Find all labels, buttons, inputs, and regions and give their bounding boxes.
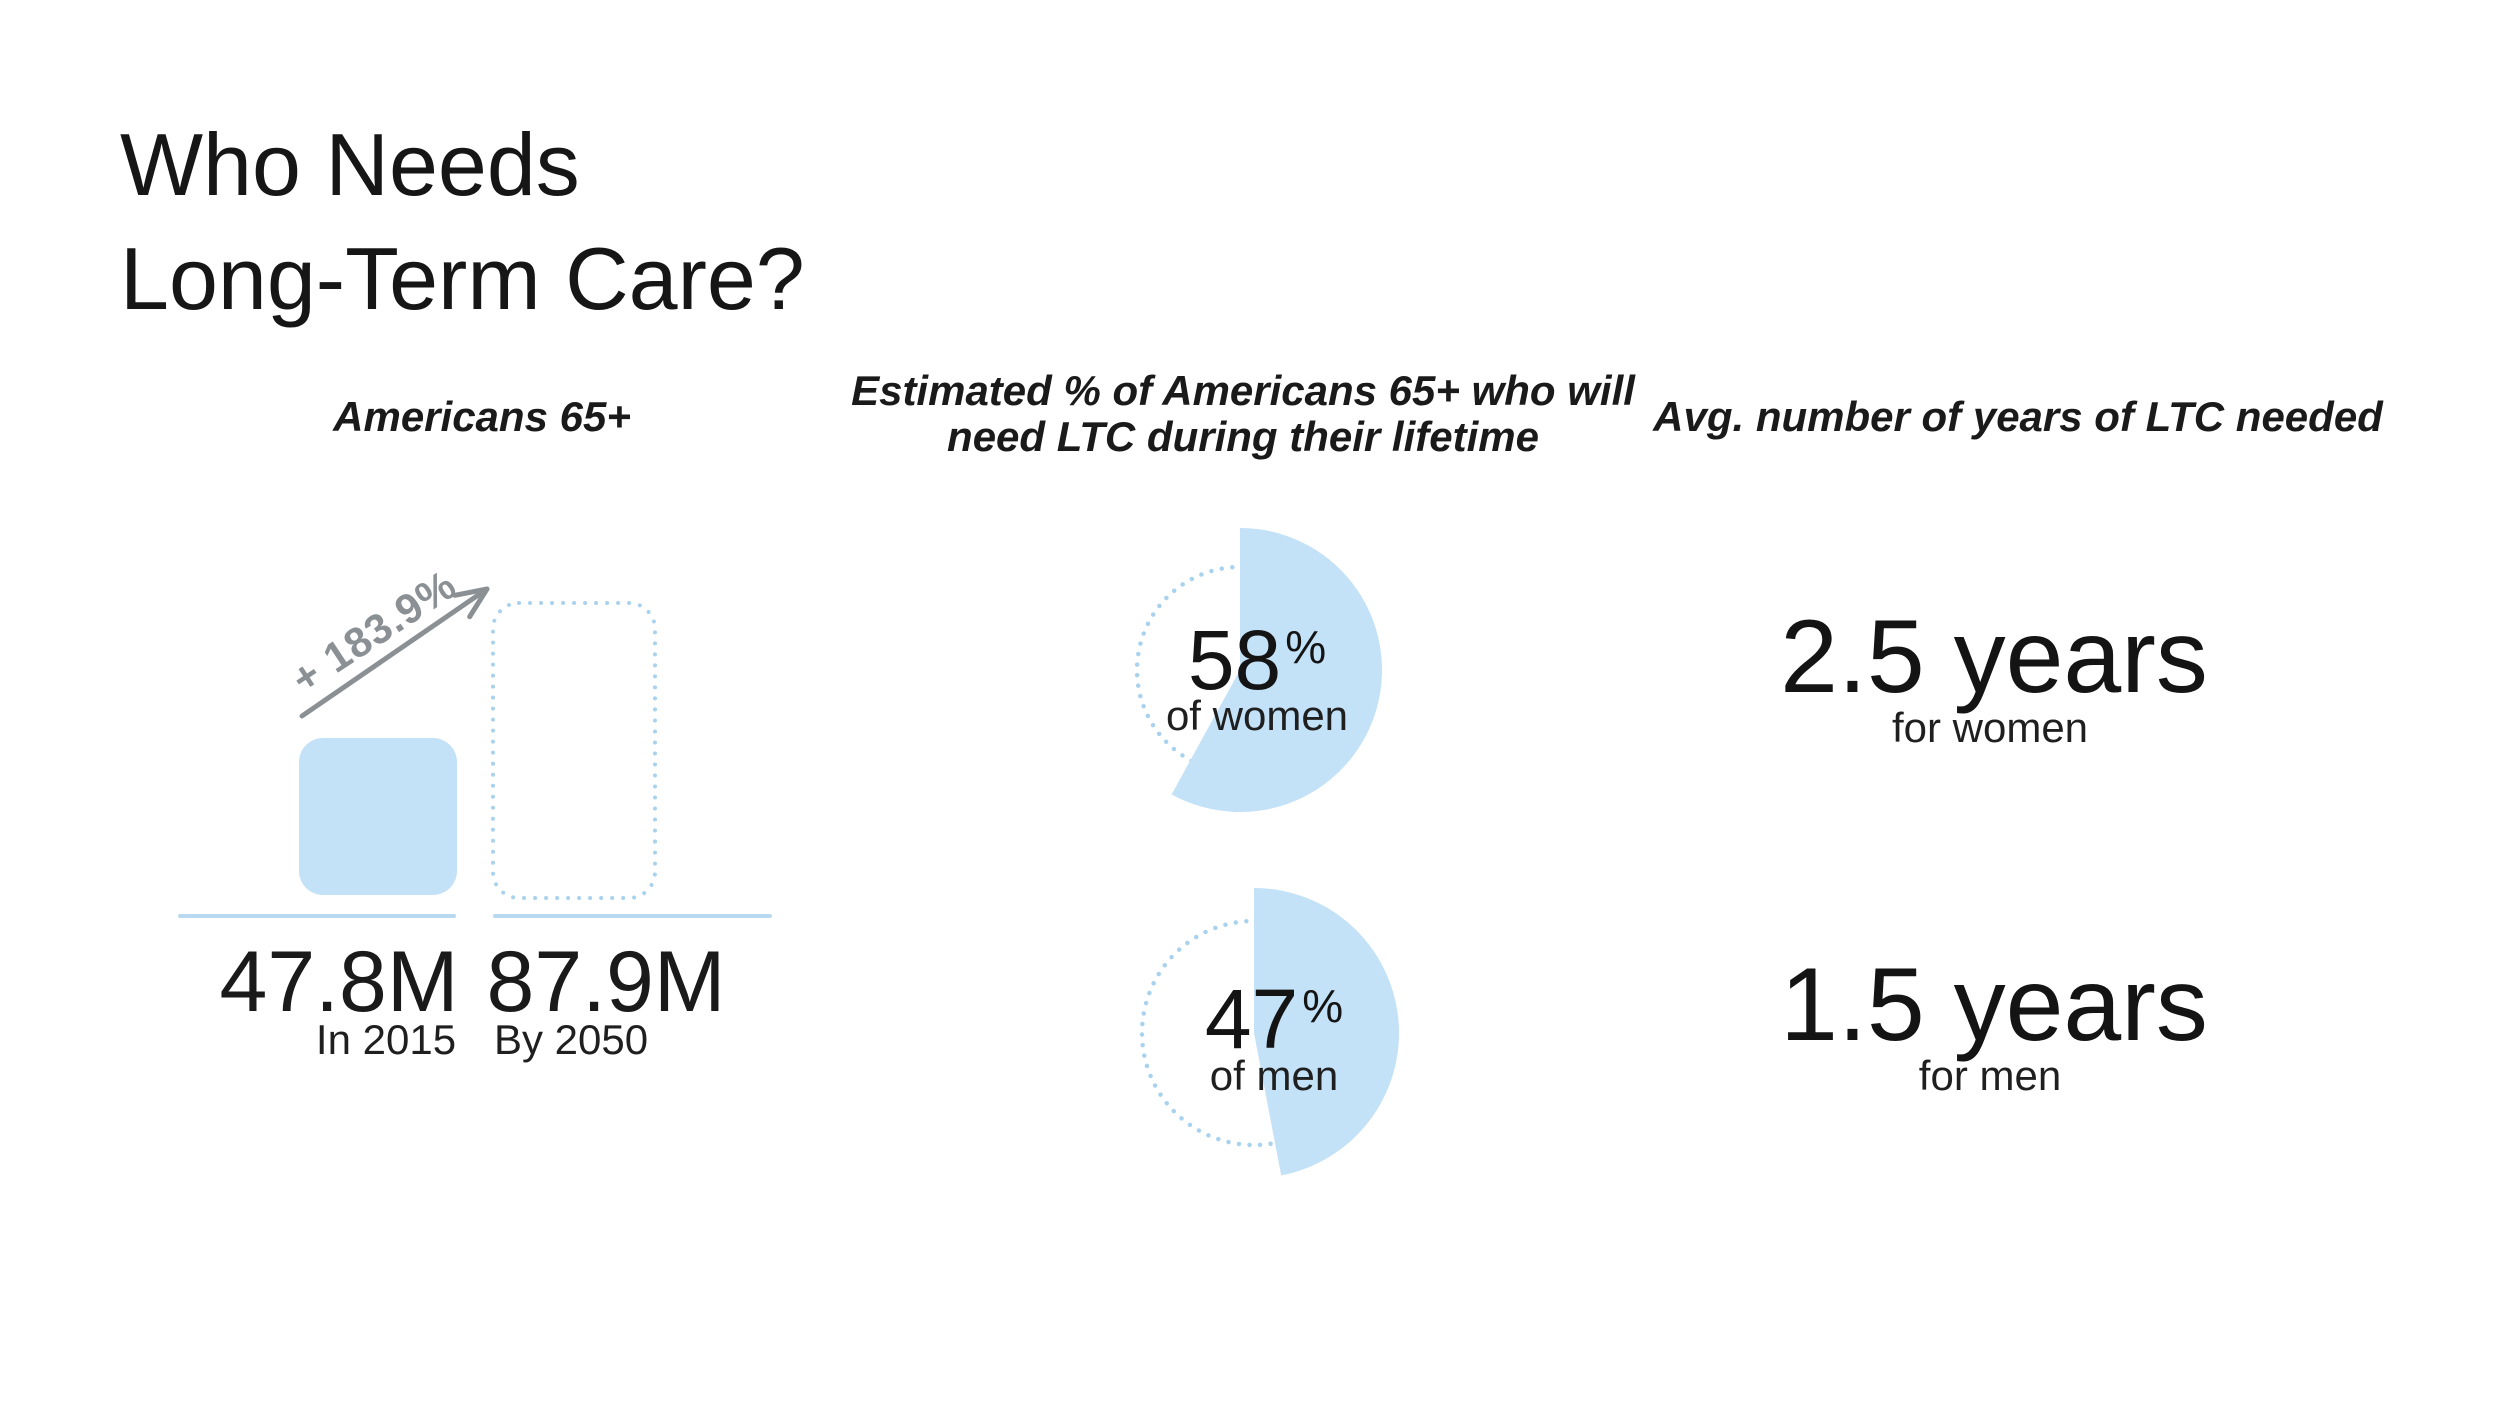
years-section-header: Avg. number of years of LTC needed	[1653, 393, 2383, 440]
pie-chart-men	[1139, 888, 1399, 1176]
bar-baseline-2015	[178, 914, 456, 918]
pie-value-men: 47%	[1205, 971, 1343, 1068]
pie-header-line1: Estimated % of Americans 65+ who will	[851, 367, 1635, 414]
percent-sign: %	[1285, 621, 1327, 673]
percent-sign: %	[1302, 980, 1344, 1032]
bar-chart-header: Americans 65+	[333, 393, 631, 440]
page-title-line1: Who Needs	[120, 115, 580, 214]
pie-value-women-number: 58	[1187, 613, 1282, 707]
pie-header-line2: need LTC during their lifetime	[947, 413, 1539, 460]
years-caption-women: for women	[1891, 704, 2089, 751]
bar-value-2050: 87.9M	[486, 934, 726, 1030]
bar-2050-dotted-projection	[491, 601, 657, 900]
page-title-line2: Long-Term Care?	[120, 229, 805, 329]
pie-caption-women: of women	[1165, 692, 1349, 739]
bar-period-2015: In 2015	[315, 1016, 457, 1063]
bar-baseline-2050	[493, 914, 772, 918]
pie-caption-men: of men	[1209, 1052, 1339, 1099]
pie-chart-women	[1134, 528, 1382, 812]
years-value-men: 1.5 years	[1780, 947, 2208, 1063]
page-title: Who Needs Long-Term Care?	[120, 108, 805, 337]
bar-period-2050: By 2050	[493, 1016, 649, 1063]
pie-section-header: Estimated % of Americans 65+ who will ne…	[851, 368, 1635, 460]
growth-arrow-icon	[299, 586, 490, 719]
bar-value-2015: 47.8M	[219, 934, 459, 1030]
bar-2015	[299, 738, 457, 895]
pie-value-women: 58%	[1188, 612, 1326, 709]
years-value-women: 2.5 years	[1780, 599, 2208, 715]
years-caption-men: for men	[1918, 1052, 2062, 1099]
pie-value-men-number: 47	[1204, 972, 1299, 1066]
